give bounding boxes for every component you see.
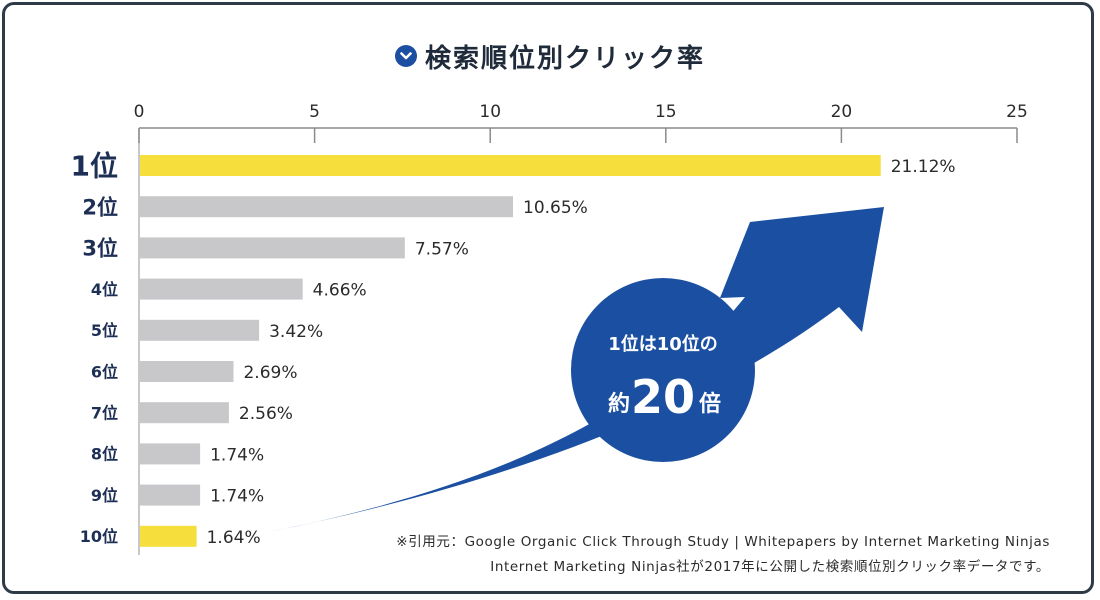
callout-circle [571,278,755,462]
source-line-1: ※引用元：Google Organic Click Through Study … [396,534,1050,550]
bar [140,155,881,176]
bar [140,361,234,382]
x-tick-label: 15 [655,102,677,122]
value-label: 1.74% [210,445,264,465]
category-label: 8位 [91,445,118,464]
category-label: 9位 [91,486,118,505]
chart-title-text: 検索順位別クリック率 [424,43,705,74]
category-label: 1位 [71,150,118,183]
value-label: 7.57% [415,239,469,259]
bar [140,443,201,465]
bar [140,402,229,424]
callout-line-1: 1位は10位の [608,333,718,355]
trend-arrow-icon [268,207,884,532]
value-label: 2.56% [239,404,293,424]
category-label: 6位 [91,362,118,381]
value-label: 21.12% [891,157,956,177]
category-label: 10位 [80,527,118,546]
x-tick-label: 25 [1006,102,1028,122]
x-tick-label: 0 [134,102,145,122]
bar [140,196,514,218]
callout-suffix: 倍 [699,391,721,417]
value-label: 3.42% [269,322,323,342]
bar [140,319,260,341]
category-label: 5位 [91,321,118,340]
category-label: 7位 [91,403,118,422]
source-note: ※引用元：Google Organic Click Through Study … [396,530,1050,580]
value-label: 1.74% [210,487,264,507]
value-label: 4.66% [313,281,367,301]
bar [140,484,201,506]
x-tick-label: 20 [831,102,853,122]
x-tick-label: 5 [309,102,320,122]
value-label: 2.69% [243,363,297,383]
x-tick-label: 10 [479,102,501,122]
bar [140,237,405,259]
category-label: 3位 [82,236,118,260]
callout-prefix: 約 [608,391,630,417]
category-label: 2位 [82,195,118,219]
source-line-2: Internet Marketing Ninjas社が2017年に公開した検索順… [490,559,1050,575]
bar [140,525,197,547]
value-label: 10.65% [523,198,588,218]
bar [140,278,303,300]
value-label: 1.64% [207,528,261,548]
chart-title: 検索順位別クリック率 [0,34,1100,78]
category-label: 4位 [91,280,118,299]
callout-number: 20 [631,370,695,424]
chevron-down-circle-icon [394,45,417,67]
